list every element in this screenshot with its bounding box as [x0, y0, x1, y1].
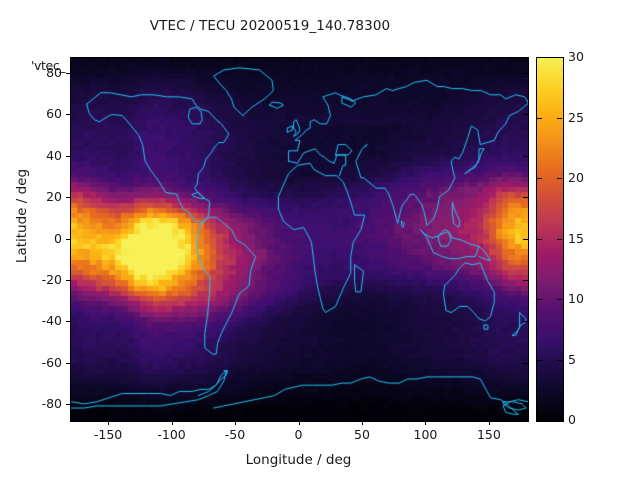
- colorbar-tick: [537, 238, 542, 240]
- x-axis-tick: [298, 420, 300, 425]
- y-axis-tick: [66, 279, 71, 281]
- heatmap-plot-area: [70, 57, 529, 422]
- colorbar: [536, 57, 564, 422]
- x-axis-tick: [361, 420, 363, 425]
- y-axis-tick: [523, 197, 528, 198]
- colorbar-tick-label: 30: [568, 49, 584, 64]
- y-axis-tick-label: -40: [41, 313, 62, 329]
- y-axis-tick-label: 0: [54, 230, 62, 246]
- colorbar-tick: [537, 359, 542, 361]
- y-axis-tick-label: 80: [46, 64, 62, 80]
- x-axis-tick: [298, 57, 300, 62]
- x-axis-tick: [171, 420, 173, 425]
- y-axis-tick-label: 40: [46, 147, 62, 163]
- y-axis-tick: [66, 321, 71, 323]
- vtec-artifact-label: 'vtec_: [31, 58, 66, 73]
- colorbar-tick: [537, 178, 542, 179]
- colorbar-tick-label: 25: [568, 109, 584, 125]
- colorbar-tick: [557, 359, 562, 361]
- y-axis-tick: [523, 362, 528, 364]
- x-axis-tick: [425, 57, 427, 62]
- colorbar-tick: [537, 57, 542, 58]
- y-axis-tick-label: 20: [46, 189, 62, 204]
- y-axis-tick: [523, 72, 528, 74]
- x-axis-tick: [425, 420, 427, 425]
- y-axis-tick: [66, 197, 71, 198]
- colorbar-tick: [557, 299, 562, 300]
- colorbar-tick: [557, 117, 562, 119]
- y-axis-tick: [66, 114, 71, 116]
- x-axis-tick-label: -50: [224, 427, 246, 442]
- y-axis-tick-label: -20: [41, 271, 62, 287]
- x-axis-tick: [488, 57, 490, 62]
- y-axis-tick: [523, 404, 528, 406]
- colorbar-tick-label: 15: [568, 230, 584, 246]
- y-axis-tick: [523, 279, 528, 281]
- x-axis-tick-label: 100: [413, 427, 438, 442]
- colorbar-tick: [557, 238, 562, 240]
- x-axis-tick: [235, 420, 237, 425]
- x-axis-tick: [361, 57, 363, 62]
- y-axis-tick: [66, 362, 71, 364]
- colorbar-tick: [537, 420, 542, 421]
- y-axis-tick-label: 60: [46, 106, 62, 122]
- x-axis-tick-label: 50: [354, 427, 370, 442]
- colorbar-tick: [537, 117, 542, 119]
- colorbar-tick: [537, 299, 542, 300]
- x-axis-tick-label: -150: [93, 427, 123, 442]
- y-axis-label: Latitude / deg: [14, 168, 30, 264]
- vtec-heatmap-canvas: [71, 58, 528, 421]
- colorbar-tick-label: 5: [568, 351, 576, 367]
- x-axis-tick-label: 150: [476, 427, 501, 442]
- y-axis-tick-label: -80: [41, 396, 62, 412]
- x-axis-label: Longitude / deg: [245, 452, 352, 468]
- y-axis-tick: [523, 155, 528, 157]
- y-axis-tick: [66, 404, 71, 406]
- colorbar-tick-label: 0: [568, 412, 576, 427]
- y-axis-tick: [523, 114, 528, 116]
- y-axis-tick: [523, 321, 528, 323]
- x-axis-tick: [171, 57, 173, 62]
- x-axis-tick: [235, 57, 237, 62]
- y-axis-tick: [66, 72, 71, 74]
- y-axis-tick: [66, 155, 71, 157]
- colorbar-tick: [557, 178, 562, 179]
- colorbar-tick: [557, 57, 562, 58]
- y-axis-tick: [523, 238, 528, 240]
- colorbar-gradient: [537, 58, 563, 421]
- x-axis-tick: [108, 420, 110, 425]
- colorbar-tick-label: 10: [568, 291, 584, 306]
- y-axis-tick-label: -60: [41, 354, 62, 370]
- colorbar-tick-label: 20: [568, 170, 584, 185]
- x-axis-tick: [488, 420, 490, 425]
- x-axis-tick: [108, 57, 110, 62]
- colorbar-tick: [557, 420, 562, 421]
- x-axis-tick-label: -100: [157, 427, 186, 442]
- y-axis-tick: [66, 238, 71, 240]
- x-axis-tick-label: 0: [294, 427, 303, 442]
- page-title: VTEC / TECU 20200519_140.78300: [149, 18, 391, 34]
